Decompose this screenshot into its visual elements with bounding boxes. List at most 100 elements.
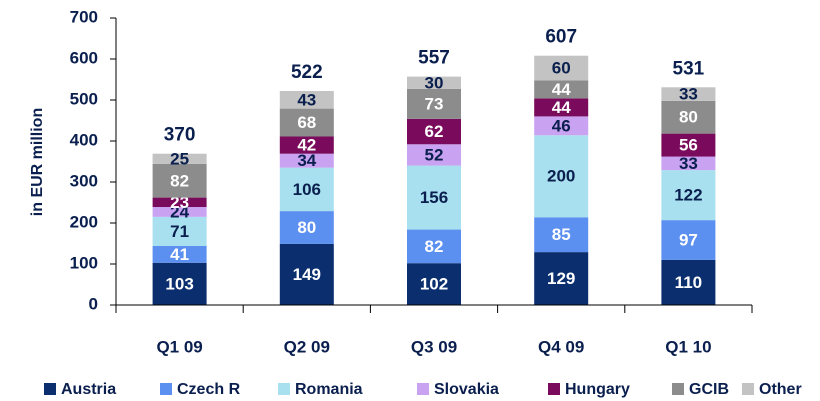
y-tick-label: 100: [70, 253, 98, 272]
legend-swatch: [44, 383, 56, 395]
data-label: 80: [679, 108, 698, 127]
bar-segment: [661, 170, 716, 221]
bar-segment: [407, 76, 461, 89]
bar-segment: [534, 217, 589, 253]
legend-label: Other: [759, 381, 802, 398]
bar-segment: [279, 167, 334, 212]
data-label: 43: [297, 90, 316, 109]
x-tick-label: Q2 09: [284, 337, 330, 356]
legend-label: GCIB: [689, 381, 729, 398]
data-label: 200: [547, 167, 575, 186]
bar-segment: [534, 98, 589, 117]
y-axis-label: in EUR million: [29, 108, 46, 216]
data-label: 44: [552, 80, 571, 99]
data-label: 71: [170, 222, 189, 241]
data-label: 85: [552, 225, 571, 244]
x-tick-label: Q4 09: [538, 337, 584, 356]
x-tick-label: Q3 09: [411, 337, 457, 356]
data-label: 102: [420, 275, 448, 294]
data-label: 62: [425, 122, 444, 141]
data-label: 82: [425, 237, 444, 256]
data-label: 68: [297, 113, 316, 132]
data-label: 34: [297, 151, 316, 170]
bar-segment: [407, 263, 461, 305]
data-label: 110: [675, 273, 702, 292]
bar-segment: [279, 153, 334, 168]
y-tick-label: 400: [70, 130, 98, 149]
data-label: 82: [170, 171, 189, 190]
legend-label: Czech R: [177, 381, 241, 398]
legend-label: Slovakia: [434, 381, 499, 398]
bar-segment: [534, 80, 589, 99]
bar-segment: [661, 220, 716, 260]
data-label: 33: [679, 85, 698, 104]
bar-segment: [534, 55, 589, 81]
data-label: 73: [425, 94, 444, 113]
bar-segment: [407, 88, 461, 119]
y-tick-label: 700: [70, 7, 98, 26]
data-label: 97: [679, 230, 698, 249]
data-label: 44: [552, 98, 571, 117]
bar-segment: [279, 211, 334, 244]
bar-segment: [152, 262, 207, 305]
bar-segment: [534, 116, 589, 136]
bar-segment: [661, 133, 716, 157]
total-label: 557: [418, 48, 450, 69]
data-label: 46: [552, 116, 571, 135]
legend-label: Hungary: [565, 381, 630, 398]
y-tick-label: 0: [89, 294, 98, 313]
data-label: 103: [165, 274, 193, 293]
legend-label: Romania: [295, 381, 363, 398]
data-label: 24: [170, 202, 189, 221]
legend-swatch: [417, 383, 429, 395]
data-label: 33: [679, 154, 698, 173]
data-label: 30: [425, 73, 444, 92]
legend-swatch: [278, 383, 290, 395]
legend-swatch: [672, 383, 684, 395]
bar-segment: [152, 245, 207, 263]
bar-segment: [279, 243, 334, 305]
bar-segment: [661, 259, 716, 305]
bar-segment: [661, 87, 716, 101]
bar-segment: [152, 197, 207, 208]
data-label: 60: [552, 59, 571, 78]
y-tick-label: 200: [70, 212, 98, 231]
x-tick-label: Q1 09: [156, 337, 202, 356]
y-tick-label: 300: [70, 171, 98, 190]
total-label: 522: [291, 62, 323, 83]
data-label: 129: [547, 269, 575, 288]
total-label: 370: [164, 125, 196, 146]
bar-segment: [279, 136, 334, 154]
data-label: 122: [674, 186, 702, 205]
y-tick-label: 500: [70, 89, 98, 108]
legend-swatch: [742, 383, 754, 395]
bar-segment: [661, 100, 716, 134]
bar-segment: [407, 144, 461, 166]
bar-segment: [407, 118, 461, 145]
data-label: 41: [170, 245, 189, 264]
data-label: 52: [425, 145, 444, 164]
total-label: 607: [545, 27, 577, 48]
data-label: 106: [293, 180, 321, 199]
bar-segment: [407, 165, 461, 230]
total-label: 531: [673, 58, 705, 79]
data-label: 42: [297, 136, 316, 155]
bar-segment: [279, 90, 334, 109]
y-tick-label: 600: [70, 48, 98, 67]
bar-segment: [661, 156, 716, 171]
data-label: 149: [293, 265, 321, 284]
data-label: 56: [679, 136, 698, 155]
legend-swatch: [160, 383, 172, 395]
bar-segment: [534, 135, 589, 218]
bar-segment: [152, 216, 207, 246]
x-tick-label: Q1 10: [665, 337, 711, 356]
bar-segment: [279, 108, 334, 137]
data-label: 156: [420, 188, 448, 207]
data-label: 80: [297, 218, 316, 237]
bar-segment: [152, 153, 207, 164]
legend-swatch: [548, 383, 560, 395]
bar-segment: [152, 207, 207, 217]
data-label: 25: [170, 149, 189, 168]
bar-segment: [407, 229, 461, 264]
